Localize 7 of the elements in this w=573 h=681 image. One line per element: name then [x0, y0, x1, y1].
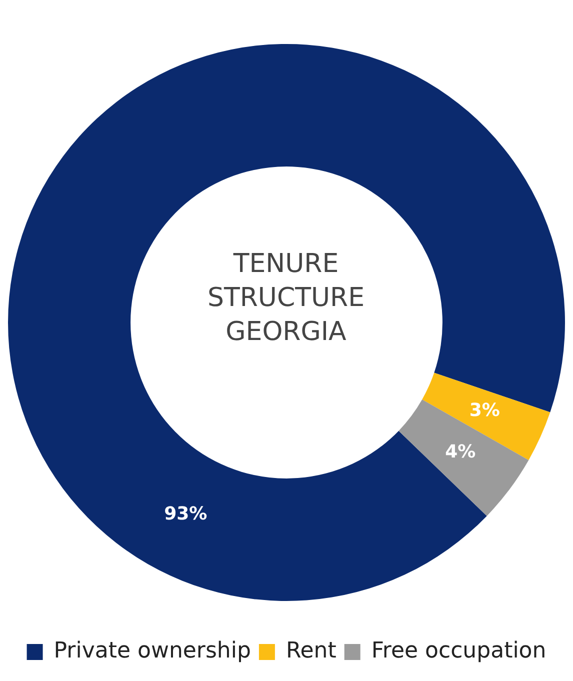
legend-label: Private ownership	[54, 638, 251, 664]
data-label: 93%	[164, 504, 208, 525]
data-label: 4%	[445, 441, 476, 462]
text: TENURE STRUCTURE GEORGIA	[206, 248, 366, 349]
legend-label: Free occupation	[371, 638, 546, 664]
data-label: 3%	[469, 400, 500, 422]
legend-label: Rent	[286, 638, 337, 664]
